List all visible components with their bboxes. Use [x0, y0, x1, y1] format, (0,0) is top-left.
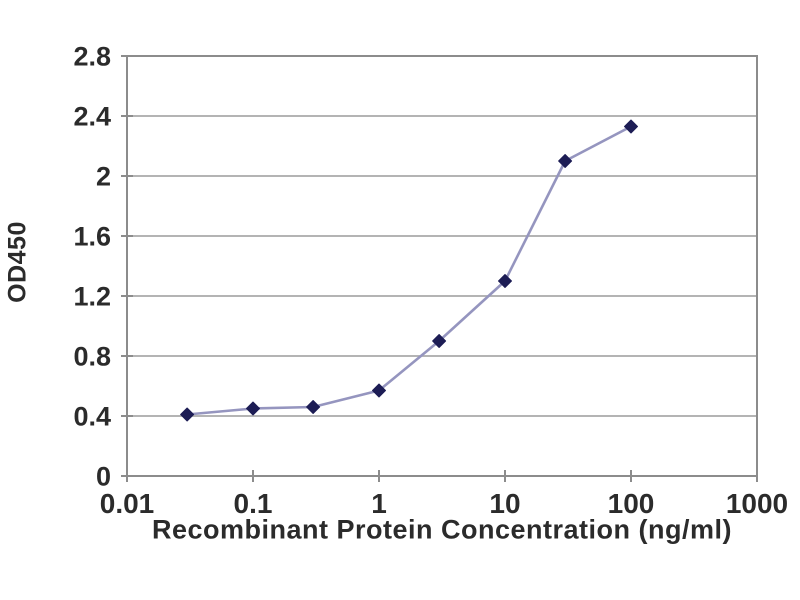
series-line-OD450: [186, 125, 632, 416]
x-tick-label-1000: 1000: [726, 488, 788, 519]
y-axis-title: OD450: [3, 221, 32, 303]
x-tick-label-1: 1: [371, 488, 387, 519]
data-point-2: [306, 400, 321, 414]
y-tick-label-0: 0: [96, 462, 111, 492]
data-point-7: [624, 119, 638, 134]
data-point-6: [558, 154, 573, 168]
y-tick-label-2: 2: [96, 162, 111, 192]
x-axis-title: Recombinant Protein Concentration (ng/ml…: [151, 514, 733, 545]
data-point-4: [432, 334, 447, 348]
y-tick-label-2.8: 2.8: [73, 42, 111, 72]
data-point-0: [180, 407, 195, 422]
y-tick-label-0.4: 0.4: [73, 402, 111, 432]
x-tick-label-10: 10: [489, 488, 520, 519]
y-tick-label-2.4: 2.4: [73, 102, 111, 132]
x-tick-label-0.1: 0.1: [234, 488, 273, 519]
y-tick-label-0.8: 0.8: [73, 342, 111, 372]
x-tick-label-0.01: 0.01: [100, 488, 155, 519]
data-point-1: [246, 401, 260, 416]
x-tick-label-100: 100: [608, 488, 655, 519]
data-point-3: [372, 383, 386, 398]
plot-frame: [126, 55, 758, 477]
data-point-5: [498, 274, 512, 288]
y-tick-label-1.6: 1.6: [73, 222, 111, 252]
y-tick-label-1.2: 1.2: [73, 282, 111, 312]
